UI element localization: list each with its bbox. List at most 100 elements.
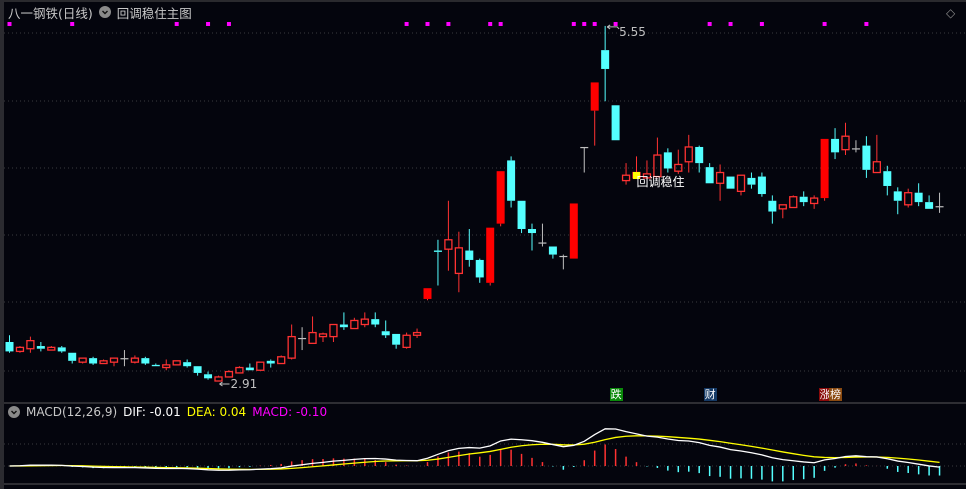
candle-body — [329, 323, 338, 338]
candle — [350, 317, 359, 330]
candle — [193, 366, 202, 376]
candle-body — [444, 239, 453, 250]
candle — [433, 239, 442, 286]
candle-body — [569, 203, 578, 259]
chevron-down-circle-icon[interactable] — [98, 6, 111, 18]
event-tag[interactable]: 财 — [703, 388, 717, 401]
candle — [747, 172, 756, 189]
candle — [277, 355, 286, 365]
top-border — [0, 0, 966, 2]
panel-divider[interactable] — [4, 402, 966, 404]
candle — [517, 200, 526, 234]
candle-body — [684, 146, 693, 163]
candle-body — [663, 152, 672, 169]
macd-header: MACD(12,26,9) DIF: -0.01 DEA: 0.04 MACD:… — [8, 404, 327, 420]
candle — [151, 363, 160, 367]
left-scroll-edge — [0, 0, 4, 489]
event-tag[interactable]: 跌 — [609, 388, 623, 401]
candle — [339, 312, 348, 330]
candle — [872, 134, 881, 174]
event-tag[interactable]: 涨 — [818, 388, 832, 401]
candle — [789, 195, 798, 209]
candle-body — [412, 331, 422, 336]
candle-body — [768, 200, 777, 212]
signal-dot — [404, 22, 409, 26]
candle-body — [245, 367, 254, 371]
candle — [109, 357, 119, 367]
candle-body — [68, 352, 77, 361]
candle — [287, 324, 296, 360]
event-tag[interactable]: 榜 — [829, 388, 843, 401]
candle — [820, 138, 829, 201]
candle-body — [559, 255, 568, 258]
signal-dot — [613, 22, 618, 26]
candle — [329, 323, 338, 342]
candle-body — [433, 250, 442, 252]
candle-body — [621, 174, 631, 182]
candle — [883, 165, 892, 196]
indicator-name[interactable]: 回调稳住主图 — [116, 5, 192, 21]
candle — [266, 359, 275, 368]
chart-header: 八一钢铁(日线) 回调稳住主图 — [8, 3, 192, 21]
candle-body — [402, 334, 411, 349]
signal-dot — [571, 22, 576, 26]
candle — [47, 346, 56, 351]
candle-body — [715, 171, 725, 184]
candle — [68, 352, 77, 364]
chevron-down-circle-icon[interactable] — [8, 406, 20, 418]
high-arrow-icon — [606, 24, 620, 30]
candle-body — [120, 358, 129, 360]
candle-body — [141, 358, 150, 364]
candle-body — [204, 374, 213, 379]
low-price-label: 2.91 — [231, 377, 258, 391]
candle-body — [224, 370, 234, 378]
candle-body — [235, 366, 244, 374]
candle-body — [820, 138, 829, 199]
signal-dot — [592, 22, 597, 26]
candle — [736, 174, 746, 196]
candle — [5, 335, 14, 353]
candle-body — [695, 146, 704, 164]
candle-body — [831, 138, 840, 153]
candle-body — [89, 358, 98, 364]
panel-divider[interactable] — [4, 483, 966, 485]
candle-body — [193, 366, 202, 373]
candle-body — [580, 146, 589, 149]
candle — [454, 231, 464, 293]
candle — [601, 25, 610, 102]
candle-body — [99, 360, 108, 365]
candle-body — [318, 333, 328, 338]
signal-marker — [633, 172, 640, 180]
candle — [392, 333, 401, 349]
candle — [130, 355, 140, 364]
signal-label: 回调稳住 — [637, 174, 685, 189]
candle — [318, 332, 328, 342]
candle-body — [298, 337, 307, 340]
diamond-icon[interactable]: ◇ — [946, 6, 956, 20]
signal-dot — [206, 22, 211, 26]
candle — [621, 163, 631, 185]
candle-body — [517, 200, 526, 230]
candle-body — [47, 346, 56, 351]
candle — [423, 288, 432, 301]
candle-body — [747, 177, 756, 185]
candle — [360, 312, 369, 328]
candle — [893, 187, 902, 215]
candle — [308, 316, 317, 344]
candle-body — [57, 347, 66, 352]
candle-body — [465, 250, 474, 260]
candle — [851, 140, 860, 153]
candle — [57, 346, 66, 353]
high-price-label: 5.55 — [619, 25, 646, 39]
signal-dot — [728, 22, 733, 26]
candle — [444, 200, 453, 271]
candle — [172, 360, 181, 366]
candle-body — [872, 161, 881, 174]
candle — [768, 195, 777, 224]
candle — [862, 136, 871, 178]
candle — [642, 160, 652, 181]
candle — [841, 122, 850, 156]
candle — [162, 359, 171, 371]
candle-body — [538, 242, 547, 244]
